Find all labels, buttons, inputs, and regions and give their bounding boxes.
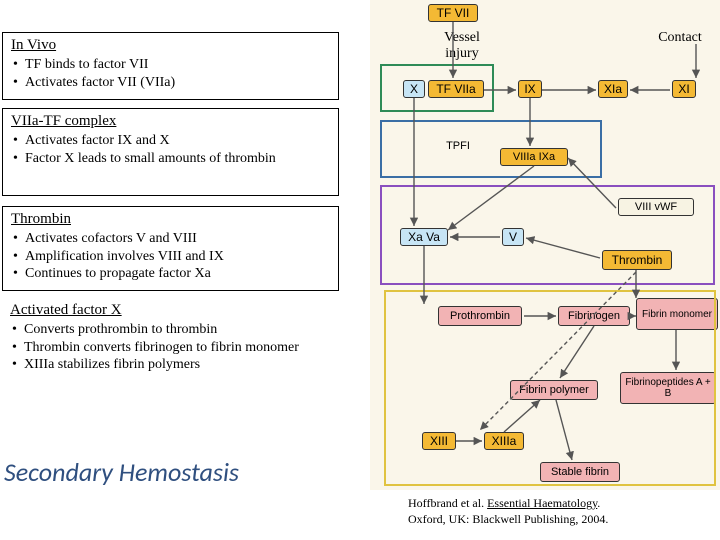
panel-list: TF binds to factor VIIActivates factor V… [11, 56, 330, 91]
node-tfvii: TF VII [428, 4, 478, 22]
panel-heading: Activated factor X [10, 302, 331, 319]
panel-item: Activates factor IX and X [11, 132, 330, 150]
overlay-green [380, 64, 494, 112]
cite-line2: Oxford, UK: Blackwell Publishing, 2004. [408, 512, 608, 526]
cite-post: . [597, 496, 600, 510]
panel-item: Activates factor VII (VIIa) [11, 74, 330, 92]
panel-item: XIIIa stabilizes fibrin polymers [10, 356, 331, 374]
panel-item: Amplification involves VIII and IX [11, 248, 330, 266]
panel-viia-tf: VIIa-TF complex Activates factor IX and … [2, 108, 339, 196]
panel-activated-x: Activated factor X Converts prothrombin … [2, 298, 339, 406]
panel-list: Converts prothrombin to thrombinThrombin… [10, 321, 331, 374]
panel-list: Activates cofactors V and VIIIAmplificat… [11, 230, 330, 283]
panel-item: Activates cofactors V and VIII [11, 230, 330, 248]
overlay-purple [380, 185, 715, 285]
overlay-blue [380, 120, 602, 178]
node-xi: XI [672, 80, 696, 98]
cite-uline: Essential Haematology [487, 496, 597, 510]
panel-thrombin: Thrombin Activates cofactors V and VIIIA… [2, 206, 339, 291]
label-contact: Contact [650, 30, 710, 46]
panel-in-vivo: In Vivo TF binds to factor VIIActivates … [2, 32, 339, 100]
cite-pre: Hoffbrand et al. [408, 496, 487, 510]
overlay-yellow [384, 290, 716, 486]
panel-heading: Thrombin [11, 211, 330, 228]
panel-heading: VIIa-TF complex [11, 113, 330, 130]
panel-item: Continues to propagate factor Xa [11, 265, 330, 283]
panel-heading: In Vivo [11, 37, 330, 54]
panel-list: Activates factor IX and XFactor X leads … [11, 132, 330, 167]
label-vessel-injury: Vessel injury [432, 30, 492, 62]
panel-item: Thrombin converts fibrinogen to fibrin m… [10, 339, 331, 357]
citation: Hoffbrand et al. Essential Haematology. … [408, 496, 608, 527]
panel-item: Factor X leads to small amounts of throm… [11, 150, 330, 168]
node-ix: IX [518, 80, 542, 98]
page-title: Secondary Hemostasis [4, 456, 239, 488]
panel-item: Converts prothrombin to thrombin [10, 321, 331, 339]
node-xia: XIa [598, 80, 628, 98]
panel-item: TF binds to factor VII [11, 56, 330, 74]
